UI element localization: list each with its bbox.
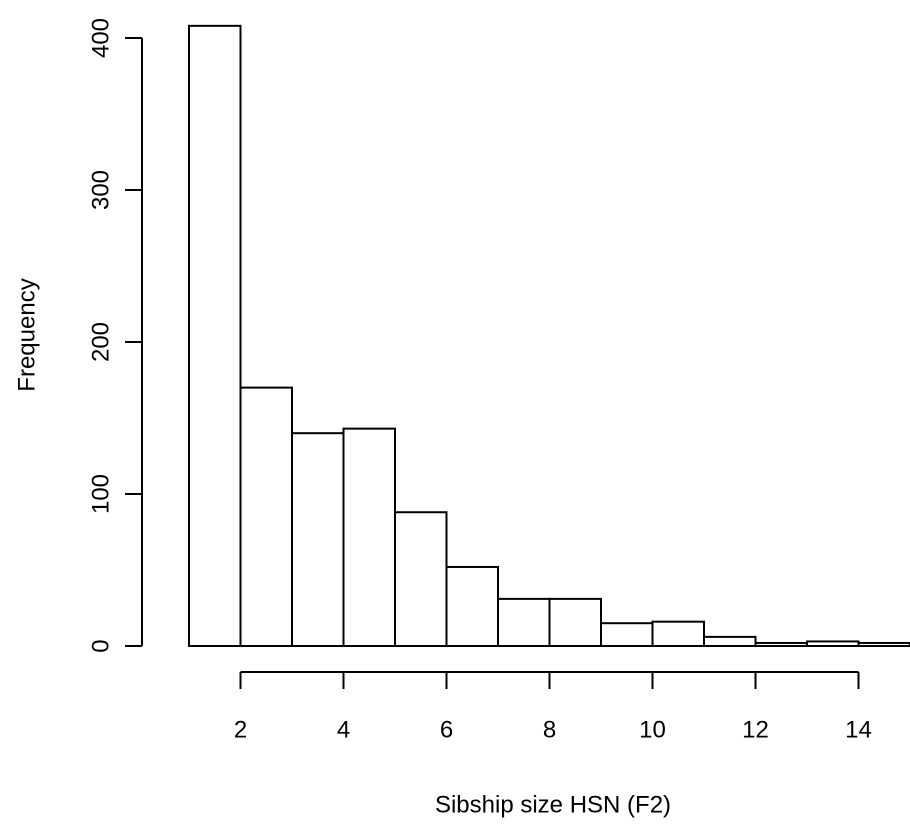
bar xyxy=(703,635,757,648)
y-axis-label: Frequency xyxy=(13,278,40,391)
y-tick-label: 200 xyxy=(87,322,114,362)
bar xyxy=(651,620,705,647)
bar xyxy=(291,432,345,648)
y-tick-label: 100 xyxy=(87,474,114,514)
bar xyxy=(394,511,448,647)
bar xyxy=(548,597,602,648)
bar xyxy=(239,386,293,647)
x-tick-label: 2 xyxy=(234,716,247,743)
y-tick-label: 0 xyxy=(87,639,114,652)
bar xyxy=(600,622,654,648)
bar xyxy=(806,640,860,648)
x-tick-label: 12 xyxy=(742,716,769,743)
bar xyxy=(754,641,808,648)
bar xyxy=(445,565,499,648)
x-tick-label: 4 xyxy=(337,716,350,743)
bar xyxy=(342,427,396,648)
y-tick-label: 400 xyxy=(87,18,114,58)
bar xyxy=(188,24,242,647)
x-tick-label: 10 xyxy=(639,716,666,743)
bar xyxy=(497,597,551,648)
x-tick-label: 14 xyxy=(845,716,872,743)
y-tick-label: 300 xyxy=(87,170,114,210)
x-tick-label: 8 xyxy=(543,716,556,743)
x-axis-label: Sibship size HSN (F2) xyxy=(435,791,671,818)
x-tick-label: 6 xyxy=(440,716,453,743)
bar xyxy=(857,641,910,648)
